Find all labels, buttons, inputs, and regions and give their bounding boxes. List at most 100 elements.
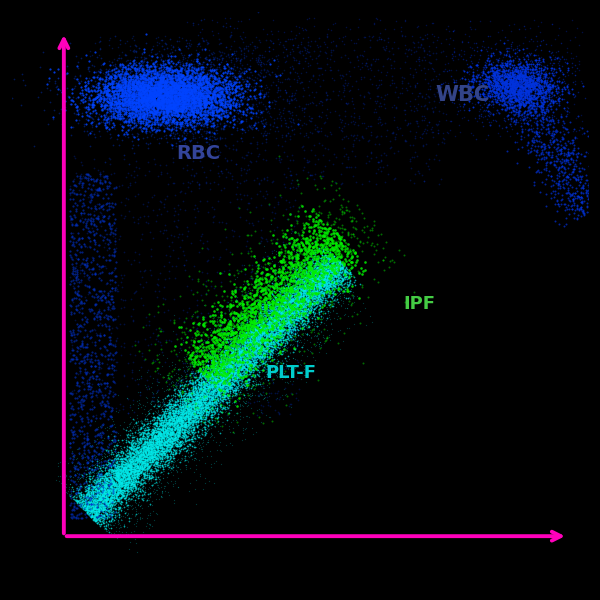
Point xyxy=(163,464,173,474)
Point xyxy=(500,80,510,90)
Point xyxy=(122,83,132,92)
Point xyxy=(179,80,189,89)
Point xyxy=(539,96,549,106)
Point xyxy=(518,85,528,95)
Point xyxy=(142,437,151,447)
Point xyxy=(132,467,142,477)
Point xyxy=(228,71,238,80)
Point xyxy=(300,302,310,312)
Point xyxy=(172,460,181,470)
Point xyxy=(275,318,285,328)
Point xyxy=(515,89,524,98)
Point xyxy=(128,373,137,383)
Point xyxy=(254,335,264,344)
Point xyxy=(165,82,175,92)
Point xyxy=(86,503,95,513)
Point xyxy=(238,359,248,368)
Point xyxy=(138,57,148,67)
Point xyxy=(165,385,175,394)
Point xyxy=(190,414,200,424)
Point xyxy=(336,259,346,269)
Point xyxy=(150,449,160,459)
Point xyxy=(581,170,591,180)
Point xyxy=(194,405,204,415)
Point xyxy=(178,383,187,393)
Point xyxy=(215,400,225,409)
Point xyxy=(464,103,474,113)
Point xyxy=(311,276,320,286)
Point xyxy=(73,377,82,386)
Point xyxy=(277,298,286,307)
Point xyxy=(157,76,167,85)
Point xyxy=(169,103,178,113)
Point xyxy=(242,335,252,344)
Point xyxy=(152,433,162,443)
Point xyxy=(221,19,230,28)
Point xyxy=(194,133,204,142)
Point xyxy=(155,92,164,102)
Point xyxy=(130,465,140,475)
Point xyxy=(561,157,571,166)
Point xyxy=(282,339,292,349)
Point xyxy=(481,44,491,54)
Point xyxy=(333,232,343,242)
Point xyxy=(110,263,119,273)
Point xyxy=(317,173,326,183)
Point xyxy=(123,467,133,476)
Point xyxy=(283,298,293,307)
Point xyxy=(233,351,242,361)
Point xyxy=(259,350,269,360)
Point xyxy=(232,338,241,347)
Point xyxy=(180,428,190,437)
Point xyxy=(153,436,163,446)
Point xyxy=(190,87,199,97)
Point xyxy=(96,512,106,522)
Point xyxy=(281,310,290,319)
Point xyxy=(319,259,328,268)
Point xyxy=(247,93,256,103)
Point xyxy=(280,296,290,306)
Point xyxy=(77,208,86,217)
Point xyxy=(94,37,104,47)
Point xyxy=(236,347,246,356)
Point xyxy=(232,377,242,387)
Point xyxy=(224,269,234,279)
Point xyxy=(344,272,353,281)
Point xyxy=(301,287,310,296)
Point xyxy=(208,382,218,391)
Point xyxy=(321,230,331,240)
Point xyxy=(286,287,296,296)
Point xyxy=(257,328,267,338)
Point xyxy=(246,362,256,372)
Point xyxy=(179,317,189,326)
Point xyxy=(193,423,203,433)
Point xyxy=(251,336,260,346)
Point xyxy=(274,304,283,313)
Point xyxy=(253,299,263,309)
Point xyxy=(160,100,169,109)
Point xyxy=(379,44,388,54)
Point xyxy=(235,351,244,361)
Point xyxy=(313,272,323,282)
Point xyxy=(145,472,154,481)
Point xyxy=(246,383,256,393)
Point xyxy=(112,473,122,483)
Point xyxy=(239,153,249,163)
Point xyxy=(107,360,116,370)
Point xyxy=(325,265,335,274)
Point xyxy=(161,109,170,118)
Point xyxy=(226,356,236,366)
Point xyxy=(521,88,531,97)
Point xyxy=(554,56,563,65)
Point xyxy=(314,273,323,283)
Point xyxy=(464,79,473,89)
Point xyxy=(137,466,147,476)
Point xyxy=(283,293,293,303)
Point xyxy=(162,88,172,97)
Point xyxy=(218,380,227,389)
Point xyxy=(176,415,186,424)
Point xyxy=(128,92,137,102)
Point xyxy=(179,85,189,94)
Point xyxy=(148,392,157,402)
Point xyxy=(328,268,338,278)
